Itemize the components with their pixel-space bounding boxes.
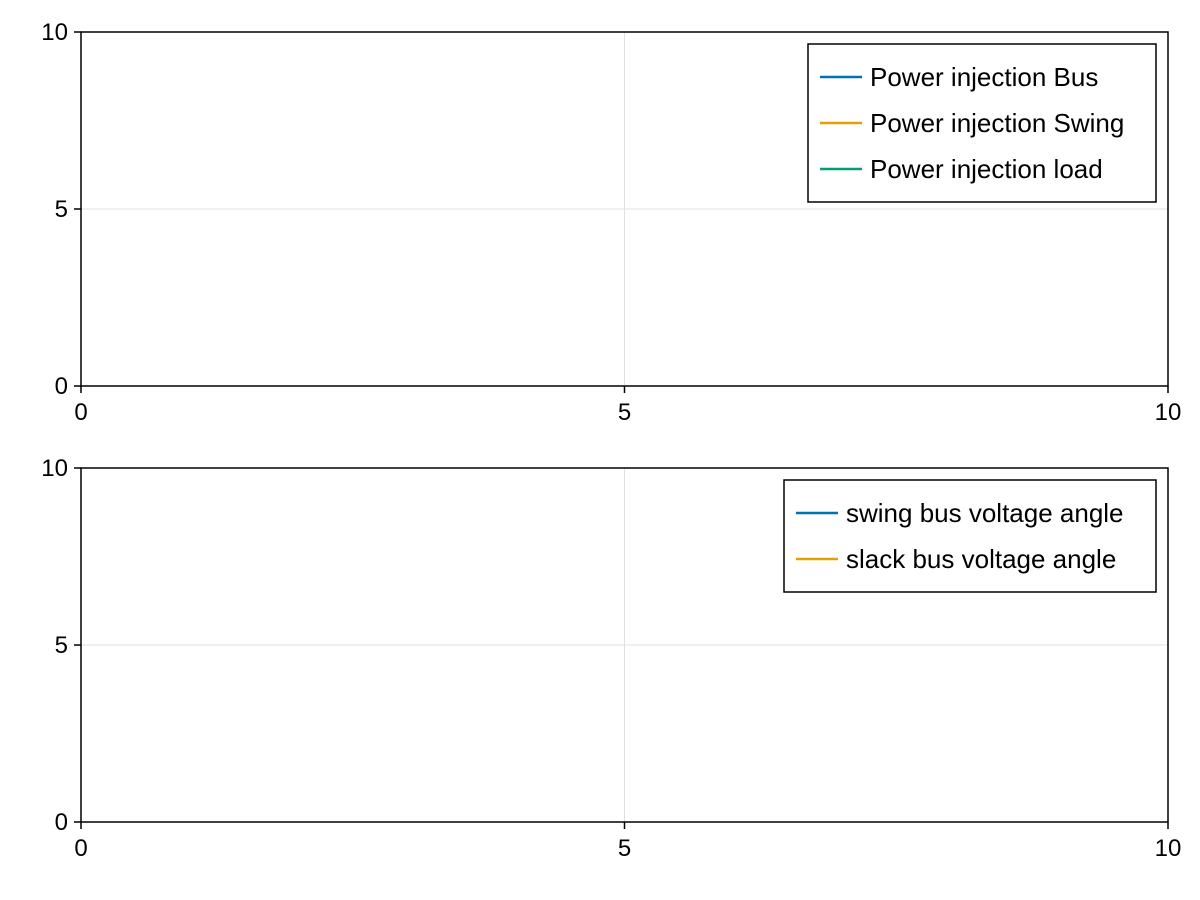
top-legend: Power injection Bus Power injection Swing… — [807, 43, 1157, 203]
bottom-panel: 0 5 10 0 5 10 swing bus voltage angle slack bu… — [41, 455, 1181, 862]
bottom-x-tick-label: 0 — [74, 835, 87, 862]
bottom-ticks: 0 5 10 0 5 10 — [41, 455, 1181, 862]
top-ticks: 0 5 10 0 5 10 — [41, 19, 1181, 426]
top-legend-box — [807, 43, 1157, 203]
bottom-x-tick-label: 10 — [1155, 835, 1182, 862]
bottom-legend-label-1: slack bus voltage angle — [846, 544, 1116, 574]
top-y-tick-label: 5 — [55, 196, 68, 223]
bottom-x-tick-label: 5 — [618, 835, 631, 862]
top-legend-label-1: Power injection Swing — [870, 108, 1124, 138]
bottom-legend-box — [783, 479, 1157, 593]
bottom-y-tick-label: 10 — [41, 455, 68, 482]
top-x-tick-label: 10 — [1155, 399, 1182, 426]
top-x-tick-label: 5 — [618, 399, 631, 426]
bottom-legend-label-0: swing bus voltage angle — [846, 498, 1124, 528]
top-x-tick-label: 0 — [74, 399, 87, 426]
top-legend-label-0: Power injection Bus — [870, 62, 1098, 92]
top-y-tick-label: 0 — [55, 373, 68, 400]
bottom-y-tick-label: 0 — [55, 809, 68, 836]
bottom-legend: swing bus voltage angle slack bus voltage… — [783, 479, 1157, 593]
top-legend-label-2: Power injection load — [870, 154, 1103, 184]
top-y-tick-label: 10 — [41, 19, 68, 46]
bottom-y-tick-label: 5 — [55, 632, 68, 659]
